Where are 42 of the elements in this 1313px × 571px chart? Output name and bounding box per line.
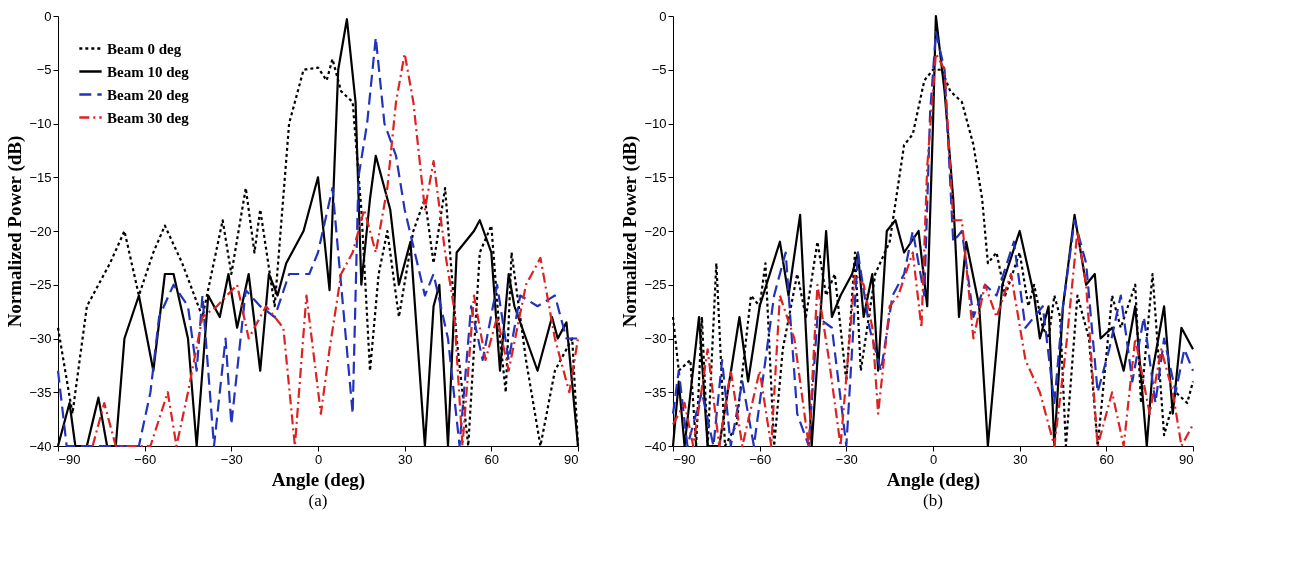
text: (b)	[923, 491, 943, 510]
legend-label: Beam 0 deg	[107, 40, 182, 57]
legend-label: Beam 10 deg	[107, 63, 190, 80]
x-tick-label: 30	[397, 451, 413, 467]
y-tick-label: −30	[644, 331, 667, 346]
x-axis-title: Angle (deg)	[271, 468, 366, 491]
legend-label: Beam 20 deg	[107, 86, 190, 103]
y-tick-label: −35	[644, 384, 667, 400]
x-tick-label: 30	[1012, 451, 1028, 467]
x-tick-label: −60	[134, 451, 157, 467]
x-tick-label: 60	[484, 451, 500, 467]
y-tick-label: −20	[644, 223, 667, 239]
y-tick-label: −10	[29, 116, 52, 131]
x-tick-label: 60	[1099, 451, 1115, 467]
y-tick-label: −10	[644, 116, 667, 131]
y-tick-label: 0	[659, 8, 667, 24]
x-tick-label: −90	[58, 451, 81, 467]
y-tick-label: −5	[36, 62, 52, 78]
y-tick-label: −25	[644, 277, 667, 293]
x-tick-label: −30	[220, 451, 243, 467]
x-tick-label: −30	[835, 451, 858, 467]
y-tick-label: −40	[29, 438, 52, 454]
y-axis-title: Normalized Power (dB)	[619, 135, 642, 328]
y-tick-label: −15	[29, 169, 52, 185]
x-axis-title: Angle (deg)	[886, 468, 981, 491]
x-tick-label: 90	[1179, 451, 1194, 467]
y-tick-label: −5	[651, 62, 667, 78]
y-tick-label: −20	[29, 223, 52, 239]
x-tick-label: 0	[314, 451, 323, 467]
x-tick-label: −90	[673, 451, 696, 467]
y-tick-label: −30	[29, 331, 52, 346]
y-tick-label: −15	[644, 169, 667, 185]
y-tick-label: −25	[29, 277, 52, 293]
y-tick-label: 0	[44, 8, 52, 24]
y-tick-label: −35	[29, 384, 52, 400]
text: (a)	[308, 491, 328, 510]
y-tick-label: −40	[644, 438, 667, 454]
x-tick-label: 90	[564, 451, 579, 467]
legend-label: Beam 30 deg	[107, 109, 190, 126]
y-axis-title: Normalized Power (dB)	[4, 135, 27, 328]
x-tick-label: −60	[749, 451, 772, 467]
x-tick-label: 0	[929, 451, 938, 467]
